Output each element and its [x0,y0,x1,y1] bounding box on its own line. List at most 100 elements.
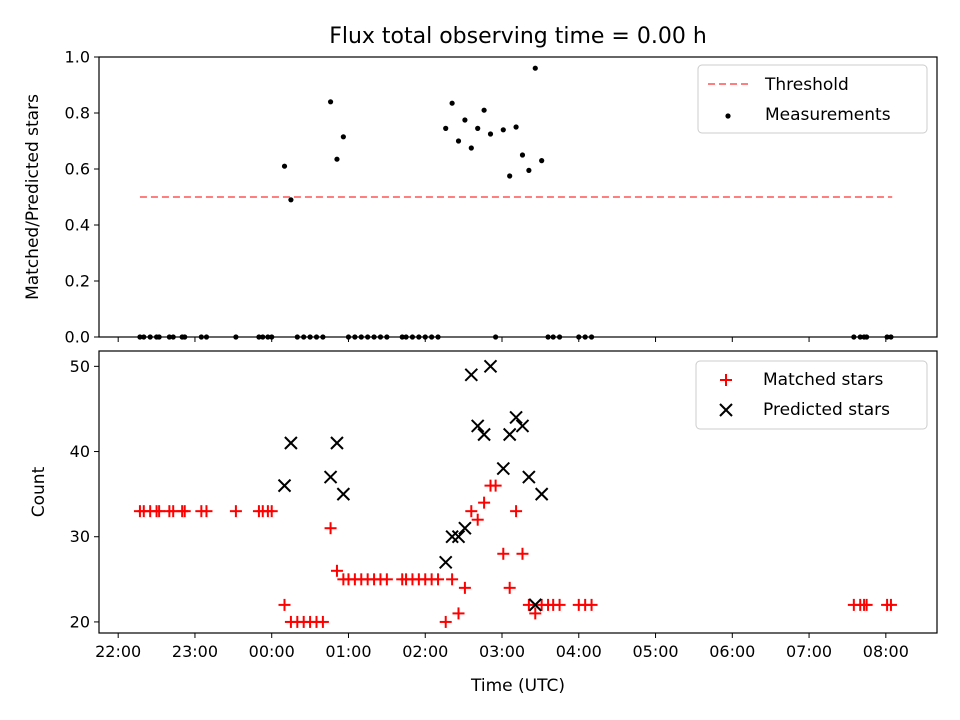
matched-stars-point [229,505,242,518]
matched-stars-point [330,564,343,577]
bottom-panel-y-ticks: 20 30 40 50 [70,357,99,631]
bottom-panel-legend: Matched stars Predicted stars [695,360,928,430]
predicted-stars-point [458,521,472,535]
x-tick-label: 08:00 [863,642,909,661]
matched-stars-point [432,573,445,586]
matched-stars-point [153,505,166,518]
y-tick-label: 0.8 [65,104,90,123]
matched-stars-point [529,607,542,620]
predicted-stars-point [336,487,351,501]
matched-stars-point [178,505,191,518]
predicted-stars-point [470,419,485,433]
matched-stars-point [458,581,471,594]
matched-stars-point [516,547,529,560]
top-panel-marks [137,65,894,340]
legend-matched-label: Matched stars [763,370,883,390]
legend-predicted-label: Predicted stars [763,400,890,420]
matched-stars-point [324,522,337,535]
matched-stars-point [510,505,523,518]
predicted-stars-point [483,359,498,374]
matched-stars-point [553,598,566,611]
matched-stars-point [465,505,478,518]
bottom-panel-marks [133,359,897,628]
matched-stars-point [884,598,897,611]
legend-box [697,64,928,134]
bottom-panel: 20 30 40 50 22:00 23:00 00:00 01:00 02:00 03:00 0… [29,350,938,696]
measurements-point [513,124,519,130]
predicted-stars-point [445,530,459,544]
legend-measurements-label: Measurements [765,105,891,125]
y-tick-label: 0.4 [65,216,90,235]
y-tick-label: 40 [70,442,90,461]
x-tick-label: 07:00 [786,642,832,661]
predicted-stars-point [534,487,549,501]
x-tick-label: 23:00 [172,642,218,661]
top-panel: Flux total observing time = 0.00 h 0.00.… [23,24,938,347]
measurements-point [334,156,340,162]
legend-threshold-label: Threshold [764,75,849,95]
matched-stars-point [200,505,213,518]
measurements-point [507,173,513,179]
y-tick-label: 30 [70,527,90,546]
predicted-stars-point [439,555,453,569]
matched-stars-point [446,573,459,586]
matched-stars-point [497,547,510,560]
matched-stars-point [316,615,329,628]
measurements-point [462,117,468,123]
top-panel-ylabel: Matched/Predicted stars [23,94,43,300]
x-tick-label: 22:00 [95,642,141,661]
measurements-point [449,100,455,106]
bottom-panel-ylabel: Count [29,466,49,517]
measurements-point [288,197,294,203]
top-panel-x-ticks [117,337,887,342]
predicted-stars-point [522,470,536,484]
measurements-point [327,99,334,105]
measurements-point [340,134,346,140]
measurements-point [532,65,538,71]
matched-stars-point [265,505,278,518]
predicted-stars-point [502,427,517,442]
predicted-stars-point [277,478,292,493]
y-tick-label: 0.2 [65,272,90,291]
predicted-stars-point [509,410,523,425]
matched-stars-point [522,598,535,611]
x-tick-label: 06:00 [709,642,755,661]
legend-predicted-swatch [719,403,733,417]
x-tick-label: 05:00 [632,642,678,661]
legend-measurements-swatch [725,113,731,119]
matched-stars-point [278,598,291,611]
matched-stars-point [452,607,465,620]
matched-stars-point [489,479,502,492]
predicted-stars-point [477,427,491,442]
matched-stars-point [471,513,484,526]
measurements-point [500,127,506,133]
y-tick-label: 1.0 [65,48,90,67]
measurements-point [519,152,526,158]
y-tick-label: 0.0 [65,328,90,347]
bottom-panel-x-ticks: 22:00 23:00 00:00 01:00 02:00 03:00 04:00 05:00… [95,633,909,661]
predicted-stars-point [515,419,530,433]
x-tick-label: 02:00 [402,642,448,661]
x-tick-label: 04:00 [556,642,602,661]
matched-stars-point [478,496,491,509]
x-tick-label: 01:00 [325,642,371,661]
measurements-point [539,158,545,164]
y-tick-label: 50 [70,357,90,376]
measurements-point [526,167,532,173]
legend-matched-swatch [720,374,732,386]
bottom-panel-xlabel: Time (UTC) [470,676,565,696]
x-tick-label: 03:00 [479,642,525,661]
measurements-point [487,131,494,137]
measurements-point [281,163,288,169]
measurements-point [443,125,449,131]
top-panel-legend: Threshold Measurements [697,64,928,134]
measurements-point [455,138,462,144]
measurements-point [481,107,487,113]
predicted-stars-point [451,530,466,544]
predicted-stars-point [528,598,542,612]
measurements-point [468,145,474,151]
matched-stars-point [503,581,516,594]
matched-stars-point [439,615,452,628]
predicted-stars-point [323,470,338,484]
